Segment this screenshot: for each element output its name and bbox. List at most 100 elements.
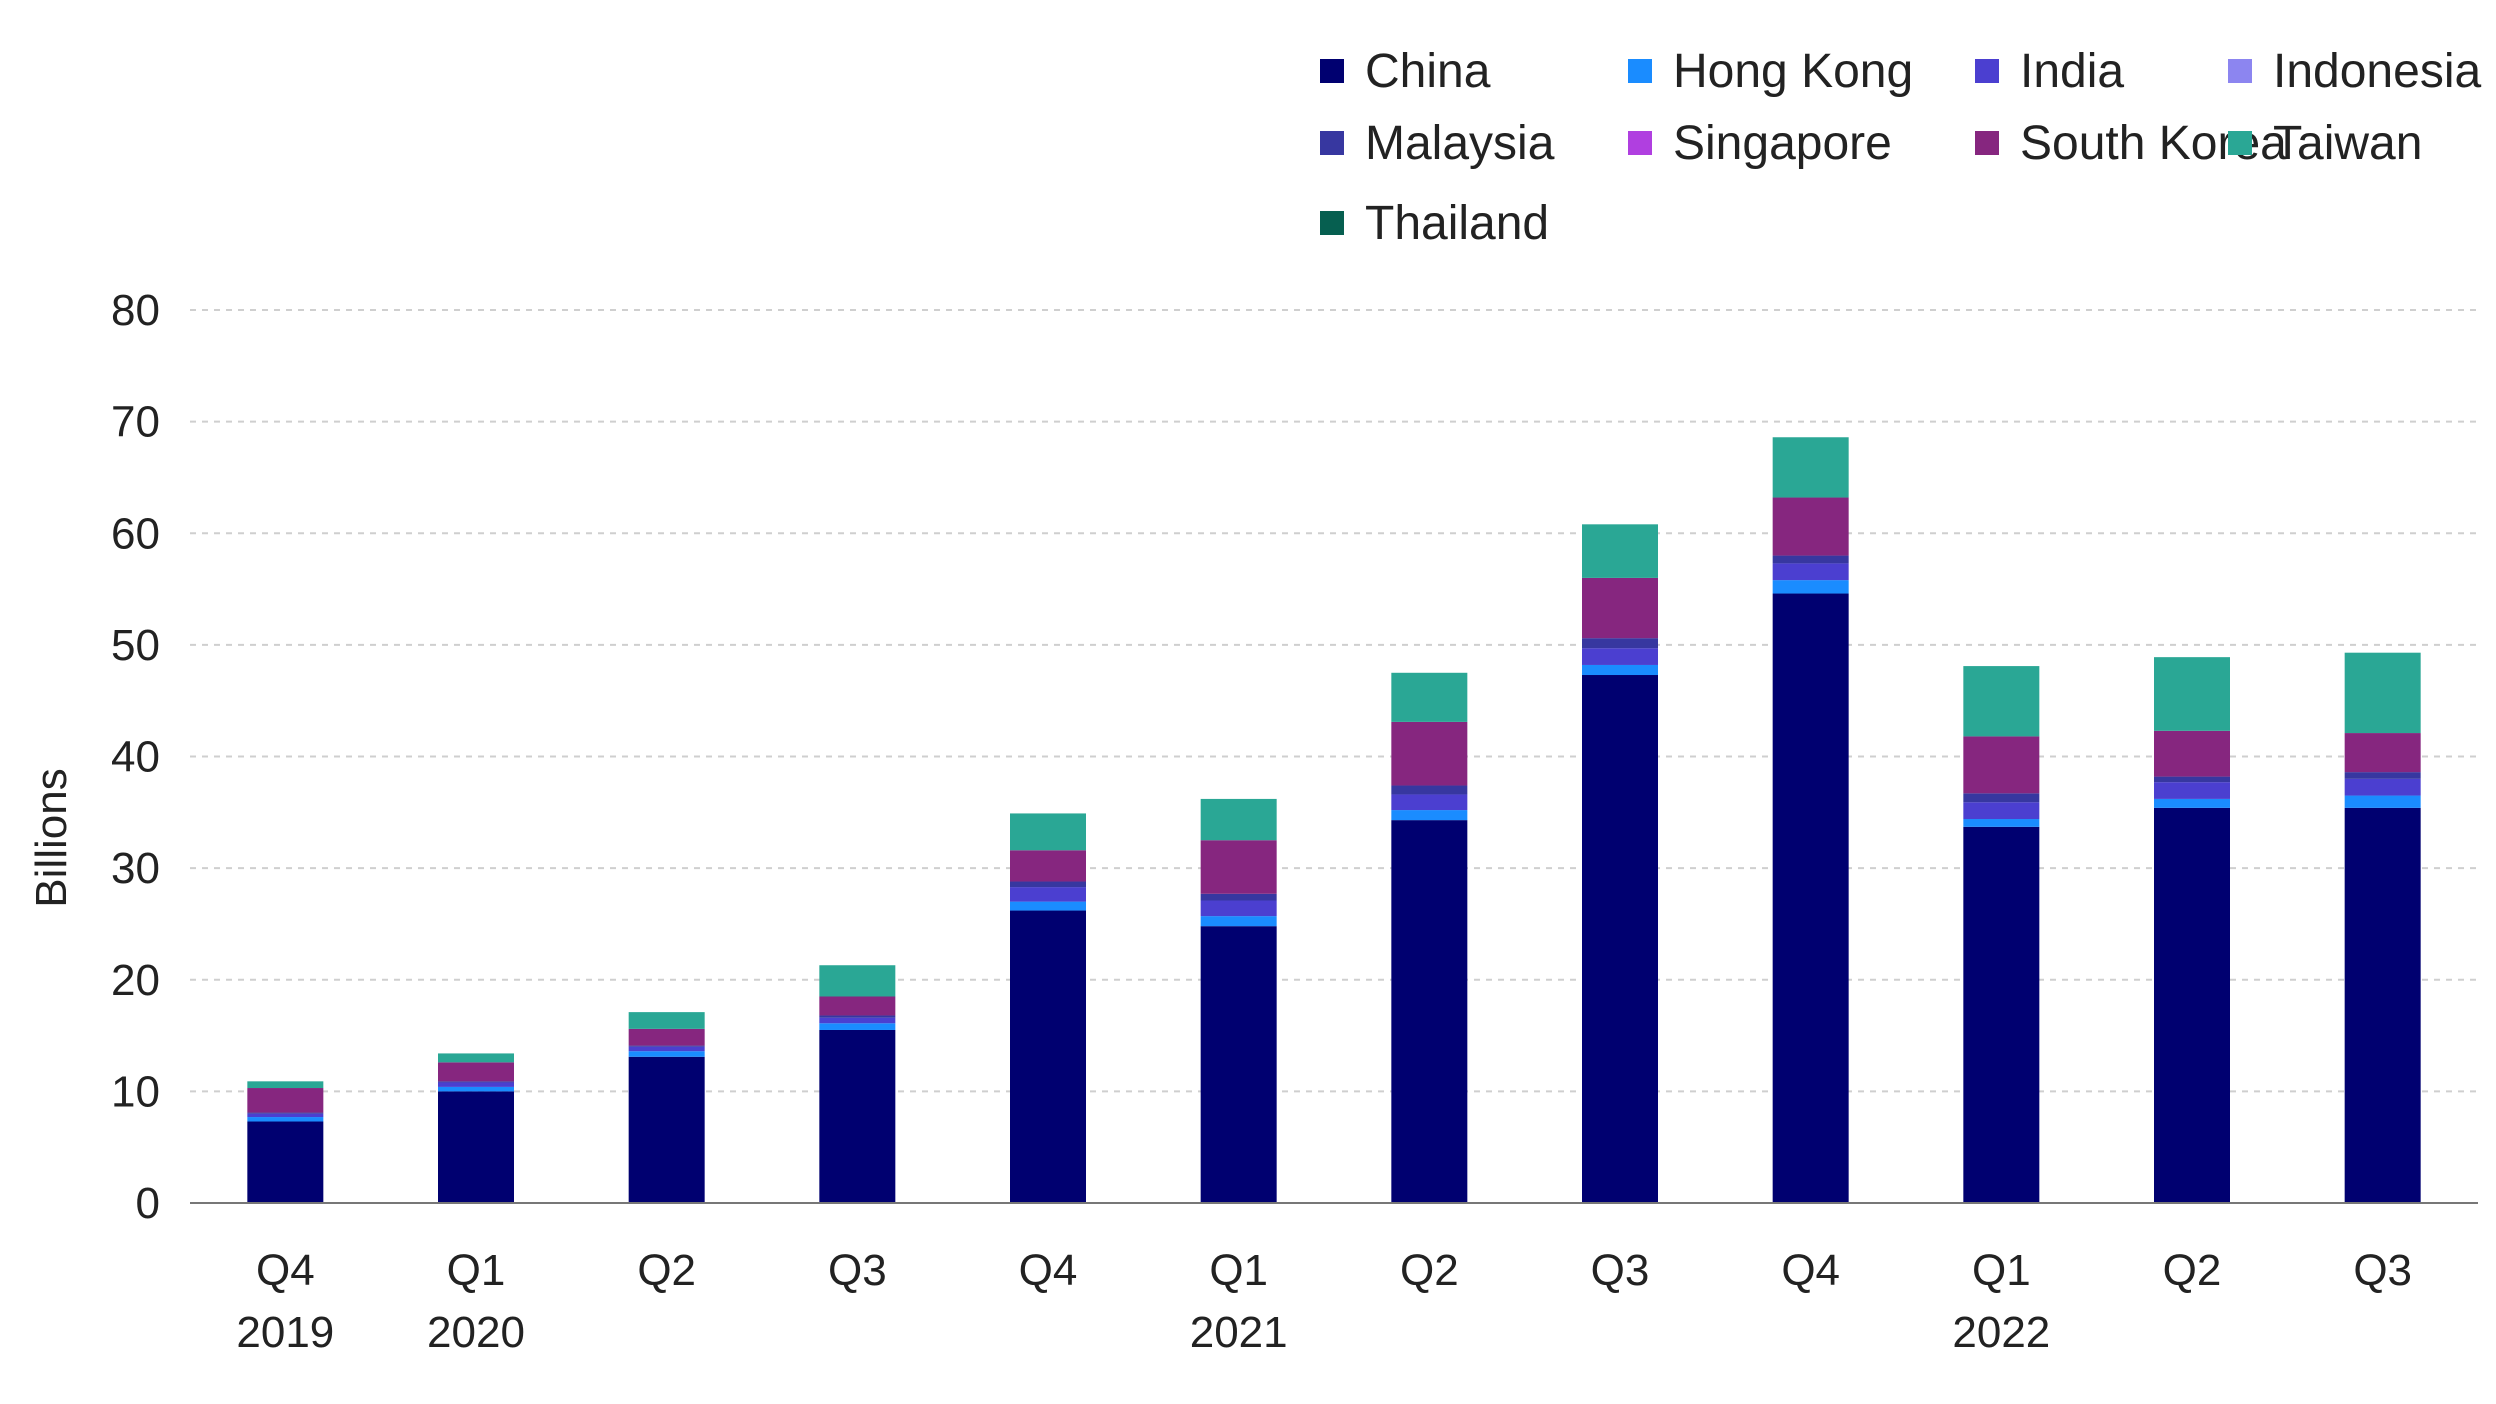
bar-segment [1391, 810, 1468, 821]
x-tick-label: Q4 [1781, 1246, 1840, 1295]
bar-segment [438, 1082, 514, 1087]
bar-segment [1200, 893, 1277, 901]
bar-segment [1200, 916, 1277, 927]
bar-segment [1010, 910, 1086, 1203]
x-tick-label: Q4 [256, 1246, 315, 1295]
legend-item: Taiwan [2228, 117, 2422, 170]
bar-segment [1963, 793, 2040, 803]
y-tick-label: 50 [111, 621, 160, 670]
legend-label: Indonesia [2273, 45, 2481, 98]
legend-item: China [1320, 45, 1491, 98]
bar-segment [628, 1012, 705, 1029]
legend-swatch [2228, 59, 2252, 83]
bar-segment [819, 1015, 896, 1018]
bar-segment [2154, 730, 2230, 777]
bar-segment [1963, 819, 2040, 827]
y-tick-label: 60 [111, 509, 160, 558]
bar-segment [1582, 524, 1658, 578]
legend: China Hong Kong India Indonesia Malaysia Sing… [1320, 45, 2481, 250]
y-tick-label: 40 [111, 733, 160, 782]
x-tick-year-label: 2019 [236, 1308, 334, 1357]
bar-segment [1200, 798, 1277, 841]
bar-segment [2154, 776, 2230, 783]
bar-segment [1963, 666, 2040, 737]
legend-label: China [1365, 45, 1491, 98]
y-tick-label: 0 [136, 1179, 160, 1228]
bar-segment [1582, 638, 1658, 649]
bar-segment [1010, 813, 1086, 851]
bar-segment [628, 1028, 705, 1046]
bar-segment [819, 965, 896, 997]
legend-item: Hong Kong [1628, 45, 1913, 98]
bar-segment [2154, 782, 2230, 799]
x-tick-label: Q1 [1972, 1246, 2031, 1295]
y-tick-label: 70 [111, 398, 160, 447]
bar-segment [1582, 648, 1658, 665]
bar-segment [247, 1081, 324, 1089]
bar-segment [2154, 807, 2230, 1203]
bar-segment [1963, 826, 2040, 1203]
bar-segment [247, 1117, 324, 1122]
legend-label: Hong Kong [1673, 45, 1913, 98]
bar-segment [1010, 887, 1086, 902]
bar-segment [1963, 802, 2040, 820]
bar-segment [628, 1051, 705, 1057]
bar-segment [1200, 840, 1277, 894]
legend-label: Taiwan [2273, 117, 2422, 170]
bar-segment [438, 1086, 514, 1092]
bar-segment [819, 1023, 896, 1030]
bar-segment [1772, 497, 1849, 556]
bar-segment [1200, 926, 1277, 1203]
bar-segment [1772, 593, 1849, 1203]
legend-swatch [1628, 59, 1652, 83]
bar-segment [1772, 555, 1849, 564]
bar-segment [438, 1091, 514, 1203]
legend-item: Thailand [1320, 197, 1549, 250]
bar-segment [438, 1053, 514, 1063]
bars [247, 437, 2421, 1203]
bar-segment [1200, 900, 1277, 917]
bar-segment [2344, 772, 2421, 779]
legend-swatch [1320, 131, 1344, 155]
bar-segment [628, 1056, 705, 1203]
x-tick-year-label: 2022 [1952, 1308, 2050, 1357]
bar-segment [1010, 850, 1086, 882]
legend-item: Indonesia [2228, 45, 2481, 98]
bar-segment [2154, 798, 2230, 808]
bar-segment [1582, 664, 1658, 676]
x-tick-year-label: 2021 [1190, 1308, 1288, 1357]
y-tick-label: 10 [111, 1067, 160, 1116]
x-tick-label: Q3 [2353, 1246, 2412, 1295]
bar-segment [2344, 795, 2421, 808]
legend-item: India [1975, 45, 2124, 98]
bar-segment [2344, 778, 2421, 796]
y-axis-ticks: 0 10 20 30 40 50 60 70 80 [111, 286, 160, 1228]
legend-swatch [1628, 131, 1652, 155]
bar-segment [819, 1029, 896, 1203]
legend-item: Malaysia [1320, 117, 1555, 170]
legend-label: Malaysia [1365, 117, 1555, 170]
bar-segment [1010, 881, 1086, 888]
bar-segment [1582, 577, 1658, 639]
bar-segment [1582, 675, 1658, 1203]
bar-segment [247, 1113, 324, 1118]
bar-segment [1963, 736, 2040, 794]
bar-segment [628, 1046, 705, 1052]
bar-segment [1391, 785, 1468, 795]
bar-segment [247, 1088, 324, 1113]
legend-label: India [2020, 45, 2124, 98]
x-tick-year-label: 2020 [427, 1308, 525, 1357]
legend-swatch [1320, 211, 1344, 235]
y-tick-label: 30 [111, 844, 160, 893]
bar-segment [1772, 563, 1849, 581]
bar-segment [247, 1112, 324, 1114]
legend-swatch [2228, 131, 2252, 155]
bar-segment [819, 1017, 896, 1024]
bar-segment [1391, 794, 1468, 811]
x-tick-label: Q1 [1209, 1246, 1268, 1295]
bar-segment [1391, 721, 1468, 786]
bar-segment [2344, 652, 2421, 734]
y-tick-label: 80 [111, 286, 160, 335]
bar-segment [1010, 901, 1086, 911]
legend-label: Thailand [1365, 197, 1549, 250]
